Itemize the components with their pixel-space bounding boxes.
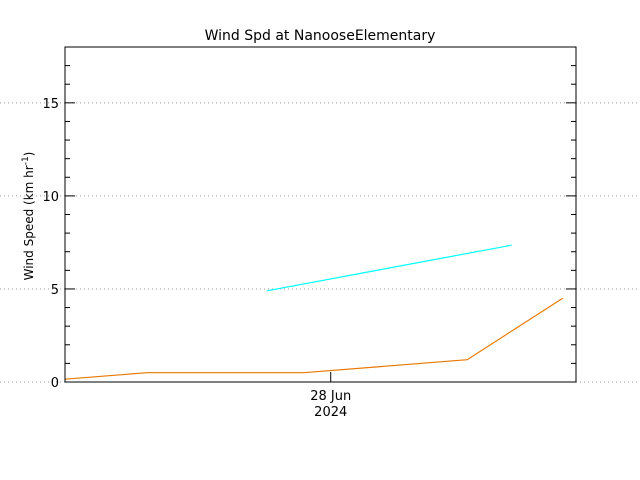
series-line-1 xyxy=(64,297,564,380)
tick-layer xyxy=(65,46,576,383)
y-tick-label-5: 5 xyxy=(51,283,59,298)
y-axis-label-close: ) xyxy=(22,152,36,157)
plot-frame xyxy=(64,46,577,383)
grid-layer xyxy=(0,102,640,383)
x-tick-label-date-0: 28 Jun xyxy=(310,389,351,404)
y-tick-label-15: 15 xyxy=(42,97,59,112)
series-line-0 xyxy=(266,244,512,292)
y-tick-label-10: 10 xyxy=(42,190,59,205)
y-axis-label-main: Wind Speed (km hr xyxy=(22,165,36,280)
y-axis-label: Wind Speed (km hr-1) xyxy=(21,152,36,281)
chart-title: Wind Spd at NanooseElementary xyxy=(205,28,436,44)
y-tick-label-0: 0 xyxy=(51,376,59,391)
y-axis-label-superscript: -1 xyxy=(21,156,31,165)
x-tick-label-year-0: 2024 xyxy=(314,405,347,420)
series-layer xyxy=(64,244,564,380)
